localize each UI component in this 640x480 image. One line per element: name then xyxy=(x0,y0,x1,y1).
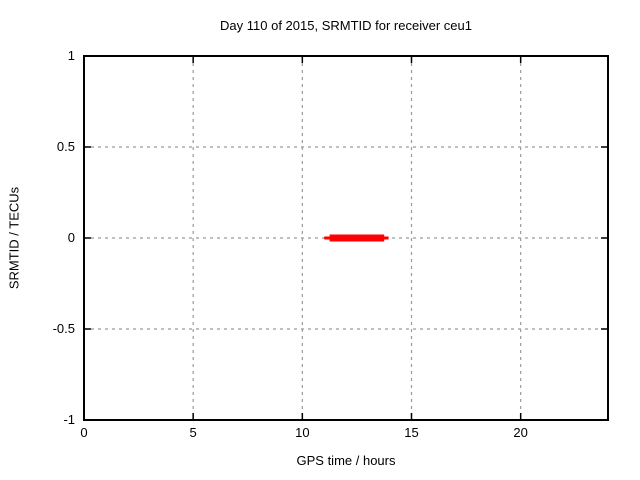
plot-border xyxy=(83,55,609,421)
x-tick-label: 20 xyxy=(513,425,528,440)
y-tick-label: 0 xyxy=(67,230,75,245)
x-tick-label: 10 xyxy=(295,425,310,440)
x-tick-label: 15 xyxy=(404,425,419,440)
y-tick-label: -1 xyxy=(63,412,75,427)
y-tick-label: -0.5 xyxy=(52,321,75,336)
x-tick-label: 5 xyxy=(189,425,197,440)
y-tick-label: 0.5 xyxy=(56,139,75,154)
x-tick-label: 0 xyxy=(80,425,88,440)
x-axis-label: GPS time / hours xyxy=(296,453,396,468)
chart-title: Day 110 of 2015, SRMTID for receiver ceu… xyxy=(220,18,472,33)
y-tick-label: 1 xyxy=(67,48,75,63)
